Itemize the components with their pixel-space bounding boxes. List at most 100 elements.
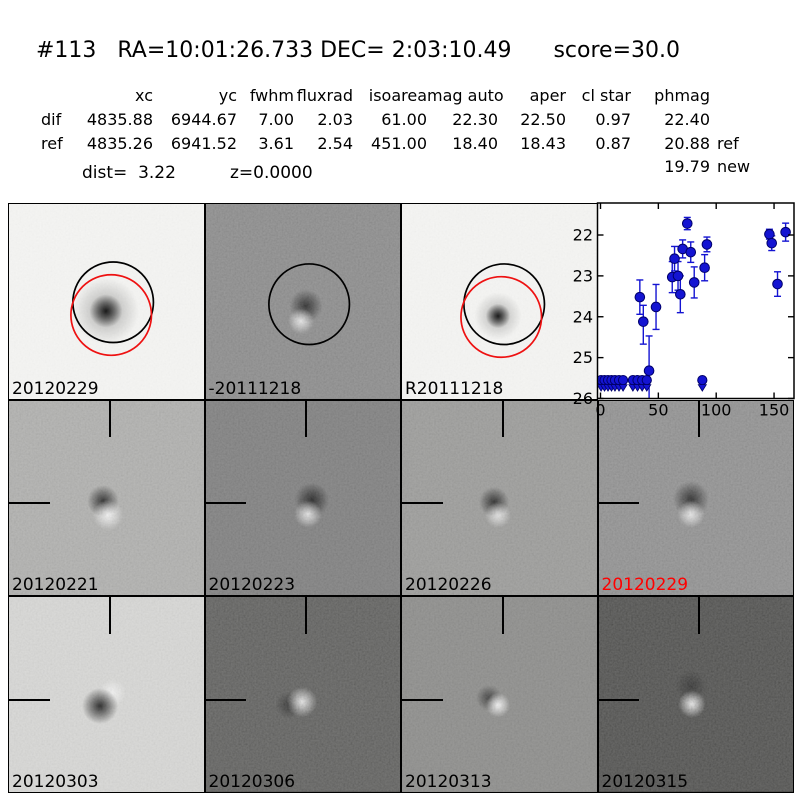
upper-limit-arrow	[697, 384, 708, 392]
cell-xc: 4835.26	[86, 134, 153, 153]
col-header: fwhm	[249, 86, 294, 105]
x-tick-label: 150	[759, 401, 790, 420]
crosshair-tick-horizontal	[205, 698, 247, 701]
y-tick-label: 22	[573, 226, 593, 245]
crosshair-tick-vertical	[698, 400, 701, 438]
noise-texture	[402, 400, 597, 595]
cutout-panel-20120313: 20120313	[401, 596, 598, 793]
crosshair-tick-vertical	[305, 597, 308, 634]
data-point	[699, 262, 710, 274]
x-tick-label: 100	[701, 401, 732, 420]
y-tick-label: 24	[573, 307, 593, 326]
photometry-table-header: xc yc fwhm fluxrad isoarea mag auto aper…	[41, 87, 770, 105]
noise-texture	[205, 597, 400, 792]
noise-texture	[9, 204, 204, 399]
y-tick-label: 26	[573, 389, 593, 408]
cell-fwhm: 7.00	[258, 110, 294, 129]
cell-isoarea: 451.00	[371, 134, 427, 153]
cutout-date-label: 20120223	[208, 575, 296, 595]
aperture-circle-red	[70, 273, 153, 357]
noise-texture	[205, 204, 400, 399]
noise-texture	[9, 400, 204, 595]
upper-limit-arrow	[618, 384, 628, 392]
row-label: dif	[41, 110, 62, 129]
cell-yc: 6941.52	[170, 134, 237, 153]
crosshair-tick-vertical	[501, 400, 504, 438]
crosshair-tick-horizontal	[9, 698, 50, 701]
cutout-panel-20111218: -20111218	[204, 203, 401, 400]
crosshair-tick-vertical	[108, 400, 111, 438]
cutout-date-label: 20120226	[405, 575, 492, 595]
data-point	[672, 270, 684, 282]
noise-texture	[9, 597, 204, 792]
cell-phmag: 22.40	[664, 110, 710, 129]
cell-clstar: 0.97	[595, 110, 631, 129]
col-header: yc	[218, 86, 237, 105]
noise-texture	[598, 597, 793, 792]
cutout-date-label: 20120303	[12, 771, 99, 792]
noise-texture	[598, 400, 793, 595]
cell-yc: 6944.67	[170, 110, 237, 129]
x-tick-label: 50	[648, 401, 668, 420]
plot-background	[597, 203, 794, 399]
data-point	[650, 301, 662, 313]
cutout-panel-20120221: 20120221	[8, 399, 205, 596]
crosshair-tick-horizontal	[598, 698, 640, 701]
cutout-date-label: 20120221	[12, 575, 99, 595]
cutout-date-label: R20111218	[405, 378, 504, 399]
light-curve-plot: 0 50 100 150 22 23 24 25 26	[573, 202, 795, 420]
cell-isoarea: 61.00	[381, 110, 427, 129]
cutout-panel-20111218: R20111218	[401, 203, 598, 400]
plot-frame	[596, 202, 795, 400]
y-tick-label: 25	[573, 348, 593, 367]
aperture-circles	[70, 261, 155, 357]
aperture-circle-red	[460, 275, 543, 359]
data-point	[669, 253, 680, 265]
cutout-date-label: 20120306	[208, 771, 296, 792]
noise-texture	[402, 204, 597, 399]
redshift-value: z=0.0000	[230, 163, 313, 183]
aperture-circle-black	[463, 263, 546, 346]
crosshair-tick-vertical	[108, 597, 111, 634]
aperture-circle-black	[267, 263, 350, 346]
data-point	[681, 218, 693, 229]
cell-magauto: 18.40	[452, 134, 498, 153]
cutout-date-label: 20120229	[601, 575, 689, 595]
table-row-dif: dif 4835.88 6944.67 7.00 2.03 61.00 22.3…	[41, 111, 770, 129]
crosshair-tick-horizontal	[598, 502, 640, 505]
cell-aper: 18.43	[520, 134, 566, 153]
col-header: isoarea	[368, 86, 427, 105]
cutout-panel-20120306: 20120306	[204, 596, 401, 793]
dist-value: dist= 3.22	[82, 163, 176, 183]
cutout-date-label: -20111218	[208, 378, 302, 399]
cell-suffix	[710, 111, 770, 129]
crosshair-tick-vertical	[501, 597, 504, 634]
noise-texture	[402, 597, 597, 792]
data-point	[675, 288, 686, 300]
data-point	[643, 365, 655, 377]
cutout-panel-20120303: 20120303	[8, 596, 205, 793]
cutout-date-label: 20120313	[405, 771, 492, 792]
cutout-date-label: 20120229	[12, 378, 99, 399]
table-row-newmag: 19.79 new	[41, 158, 770, 176]
y-tick-label: 23	[573, 266, 593, 285]
cell-fluxrad: 2.54	[317, 134, 353, 153]
cell-xc: 4835.88	[86, 110, 153, 129]
col-header: aper	[529, 86, 566, 105]
col-header: xc	[135, 86, 153, 105]
upper-limit-marker	[641, 375, 652, 386]
x-tick-label: 0	[595, 401, 605, 420]
cutout-panel-20120229: 20120229	[597, 399, 794, 596]
cutout-panel-20120223: 20120223	[204, 399, 401, 596]
aperture-circles	[267, 263, 350, 346]
crosshair-tick-horizontal	[205, 502, 247, 505]
cutout-date-label: 20120315	[601, 771, 689, 792]
data-point	[685, 246, 697, 258]
cutout-panel-20120229: 20120229	[8, 203, 205, 400]
data-point	[638, 316, 649, 327]
cutout-panel-20120315: 20120315	[597, 596, 794, 793]
upper-limit-marker	[617, 375, 629, 386]
data-point	[772, 278, 783, 290]
crosshair-tick-horizontal	[9, 502, 50, 505]
col-header: fluxrad	[296, 86, 353, 105]
